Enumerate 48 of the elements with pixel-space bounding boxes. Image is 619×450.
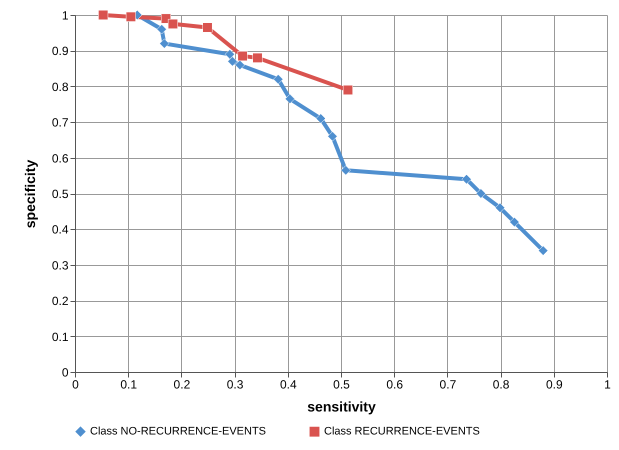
y-tick-label: 0.2 [52, 294, 69, 308]
x-tick-label: 0.8 [492, 378, 510, 392]
point [327, 131, 338, 142]
point [227, 56, 238, 66]
legend-label: Class NO-RECURRENCE-EVENTS [90, 426, 266, 438]
y-tick-label: 0.7 [52, 116, 69, 130]
x-tick-label: 0.1 [120, 378, 138, 392]
point [462, 174, 472, 184]
x-tick-label: 1 [604, 378, 612, 392]
x-tick-label: 0.3 [226, 378, 244, 392]
y-tick-label: 1 [62, 8, 69, 22]
y-tick-label: 0.4 [52, 222, 69, 237]
x-axis-title: sensitivity [307, 398, 376, 414]
x-tick-label: 0.5 [333, 378, 350, 392]
y-tick-label: 0.8 [52, 80, 69, 94]
point [168, 18, 178, 29]
x-tick-label: 0.7 [440, 378, 457, 392]
y-tick-label: 0.3 [52, 258, 69, 272]
y-tick-label: 0 [62, 366, 69, 380]
x-tick-label: 0.9 [546, 378, 563, 392]
point [234, 60, 245, 70]
x-tick-label: 0.2 [174, 378, 191, 392]
y-tick-label: 0.6 [52, 151, 69, 166]
point [495, 202, 506, 213]
point [538, 246, 548, 256]
x-tick-label: 0.4 [280, 378, 297, 392]
point [476, 188, 486, 198]
y-tick-label: 0.1 [52, 330, 69, 344]
point [202, 22, 212, 32]
point [316, 114, 326, 124]
y-tick-label: 0.9 [52, 44, 69, 58]
point [342, 84, 353, 95]
point [98, 10, 108, 20]
point [156, 24, 167, 34]
point [159, 38, 170, 49]
point [252, 52, 262, 63]
point [126, 12, 136, 22]
point [273, 74, 284, 84]
point [224, 49, 235, 60]
legend-label: Class RECURRENCE-EVENTS [324, 426, 480, 438]
x-tick-label: 0.6 [386, 378, 404, 392]
y-axis-title: specificity [22, 160, 38, 228]
x-tick-label: 0 [72, 378, 80, 392]
point [238, 51, 248, 62]
point [340, 165, 351, 176]
point [509, 217, 520, 228]
point [284, 94, 295, 104]
y-tick-label: 0.5 [52, 187, 69, 201]
